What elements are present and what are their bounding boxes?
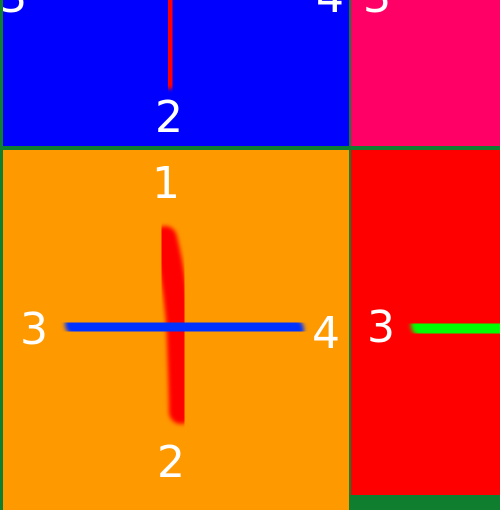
tile-top-left-label-right: 4 (316, 0, 344, 20)
tile-top-left-label-bottom: 2 (155, 92, 183, 143)
tile-top-right-bg (351, 0, 500, 146)
tile-top-right-label-left: 3 (363, 0, 391, 20)
tile-bottom-left-label-right: 4 (312, 308, 340, 359)
tile-bottom-left-strokes (3, 150, 349, 510)
tile-bottom-right[interactable]: 3 (351, 150, 500, 495)
tile-bottom-right-label-left: 3 (367, 302, 395, 353)
tile-bottom-left-label-left: 3 (20, 304, 48, 355)
tile-top-left[interactable]: 3 4 2 (3, 0, 349, 146)
tile-bottom-left-label-top: 1 (152, 158, 180, 209)
tile-bottom-left[interactable]: 1 3 4 2 (3, 150, 349, 510)
tile-bottom-left-label-bottom: 2 (157, 437, 185, 488)
tile-top-right[interactable]: 3 (351, 0, 500, 146)
tile-bottom-right-strokes (351, 150, 500, 495)
tile-top-left-strokes (3, 0, 349, 146)
tile-top-left-label-left: 3 (3, 0, 27, 20)
